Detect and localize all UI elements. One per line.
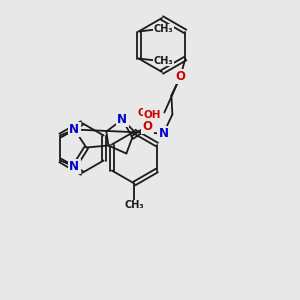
- Text: N: N: [158, 127, 168, 140]
- Text: N: N: [117, 113, 127, 126]
- Text: CH₃: CH₃: [154, 25, 173, 34]
- Text: OH: OH: [144, 110, 161, 119]
- Text: O: O: [176, 70, 185, 83]
- Text: CH₃: CH₃: [124, 200, 144, 211]
- Text: CH₃: CH₃: [154, 56, 173, 65]
- Text: N: N: [69, 160, 79, 173]
- Text: OH: OH: [138, 107, 155, 118]
- Text: O: O: [142, 120, 152, 133]
- Text: N: N: [69, 123, 79, 136]
